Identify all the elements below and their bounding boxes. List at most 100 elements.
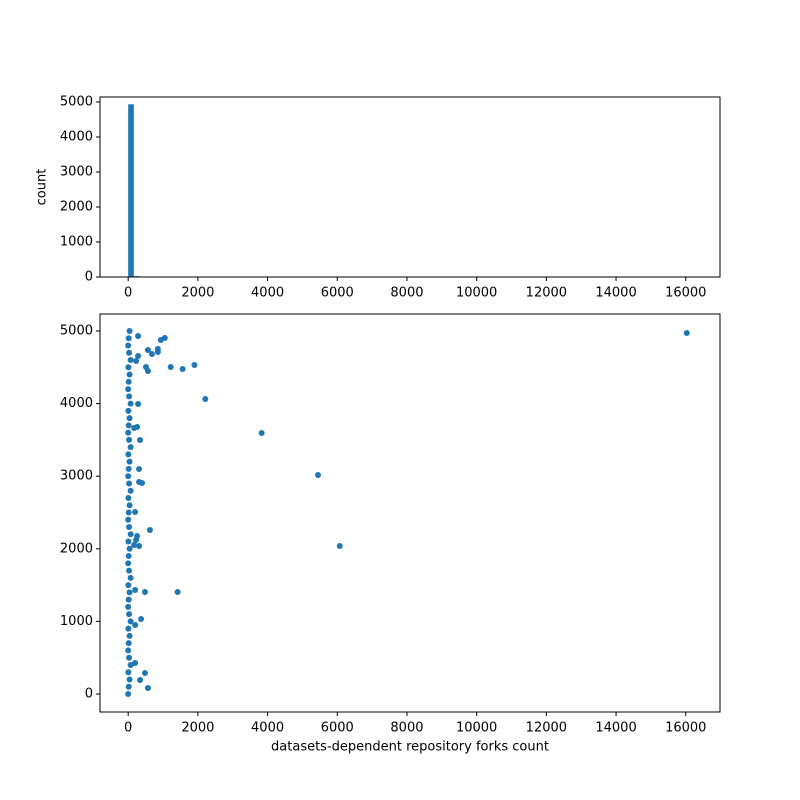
scatter-point: [125, 516, 132, 523]
scatter-point: [125, 364, 132, 371]
x-tick-label: 14000: [595, 721, 636, 736]
scatter-point: [132, 586, 139, 593]
scatter-point: [126, 654, 133, 661]
scatter-point: [126, 458, 133, 465]
scatter-point: [136, 466, 143, 473]
scatter-point: [125, 647, 132, 654]
scatter-point: [141, 670, 148, 677]
scatter-point: [126, 371, 133, 378]
scatter-point: [125, 690, 132, 697]
scatter-point: [146, 526, 153, 533]
scatter-point: [125, 603, 132, 610]
scatter-point: [137, 676, 144, 683]
scatter-point: [136, 542, 143, 549]
scatter-point: [135, 332, 142, 339]
scatter-point: [126, 632, 133, 639]
y-tick-label: 2000: [60, 200, 93, 215]
scatter-point: [125, 335, 132, 342]
scatter-point: [125, 407, 132, 414]
scatter-point: [126, 567, 133, 574]
scatter-point: [132, 508, 139, 515]
scatter-point: [135, 352, 142, 359]
y-tick-label: 5000: [60, 323, 93, 338]
scatter-point: [125, 451, 132, 458]
scatter-point: [126, 349, 133, 356]
axes-frame: [99, 96, 721, 278]
scatter-point: [125, 582, 132, 589]
y-tick-label: 1000: [60, 614, 93, 629]
scatter-point: [157, 336, 164, 343]
x-tick-label: 10000: [456, 286, 497, 301]
scatter-point: [138, 615, 145, 622]
x-tick-label: 2000: [181, 286, 214, 301]
scatter-point: [125, 422, 132, 429]
x-tick-label: 14000: [595, 286, 636, 301]
scatter-point: [167, 363, 174, 370]
scatter-point: [142, 363, 149, 370]
scatter-point: [127, 574, 134, 581]
x-tick-label: 6000: [321, 721, 354, 736]
y-tick-label: 3000: [60, 469, 93, 484]
scatter-point: [126, 502, 133, 509]
scatter-point: [126, 327, 133, 334]
y-tick-label: 4000: [60, 396, 93, 411]
x-axis-label: datasets-dependent repository forks coun…: [271, 740, 549, 755]
scatter-point: [125, 509, 132, 516]
scatter-point: [127, 400, 134, 407]
y-tick-label: 1000: [60, 235, 93, 250]
x-tick-label: 10000: [456, 721, 497, 736]
scatter-point: [202, 396, 209, 403]
scatter-point: [148, 351, 155, 358]
scatter-point: [137, 436, 144, 443]
x-tick-label: 4000: [251, 721, 284, 736]
y-tick-label: 2000: [60, 541, 93, 556]
histogram-bar: [128, 104, 134, 277]
scatter-point: [126, 393, 133, 400]
scatter-point: [125, 342, 132, 349]
scatter-point: [125, 669, 132, 676]
scatter-point: [139, 480, 146, 487]
scatter-point: [125, 473, 132, 480]
y-tick-label: 0: [85, 686, 93, 701]
scatter-point: [127, 531, 134, 538]
y-tick-label: 3000: [60, 165, 93, 180]
scatter-point: [127, 661, 134, 668]
scatter-point: [179, 365, 186, 372]
x-tick-label: 8000: [390, 721, 423, 736]
x-tick-label: 8000: [390, 286, 423, 301]
x-tick-label: 4000: [251, 286, 284, 301]
y-tick-label: 5000: [60, 95, 93, 110]
scatter-point: [126, 436, 133, 443]
scatter-point: [336, 542, 343, 549]
x-tick-label: 0: [124, 286, 132, 301]
scatter-point: [126, 545, 133, 552]
scatter-point: [126, 415, 133, 422]
scatter-point: [125, 429, 132, 436]
x-tick-label: 0: [124, 721, 132, 736]
scatter-point: [134, 533, 141, 540]
axes-frame: [99, 313, 721, 713]
scatter-point: [125, 465, 132, 472]
y-axis-label: count: [35, 169, 50, 206]
scatter-point: [126, 611, 133, 618]
scatter-point: [125, 378, 132, 385]
scatter-point: [191, 361, 198, 368]
scatter-point: [683, 330, 690, 337]
scatter-point: [126, 676, 133, 683]
scatter-point: [125, 640, 132, 647]
scatter-point: [125, 683, 132, 690]
scatter-point: [127, 618, 134, 625]
x-tick-label: 6000: [321, 286, 354, 301]
x-tick-label: 2000: [181, 721, 214, 736]
x-tick-label: 16000: [665, 286, 706, 301]
scatter-point: [125, 553, 132, 560]
scatter-point: [141, 588, 148, 595]
scatter-point: [174, 588, 181, 595]
scatter-point: [127, 357, 134, 364]
scatter-point: [125, 560, 132, 567]
scatter-point: [131, 424, 138, 431]
scatter-point: [132, 659, 139, 666]
scatter-point: [125, 596, 132, 603]
y-tick-label: 0: [85, 270, 93, 285]
